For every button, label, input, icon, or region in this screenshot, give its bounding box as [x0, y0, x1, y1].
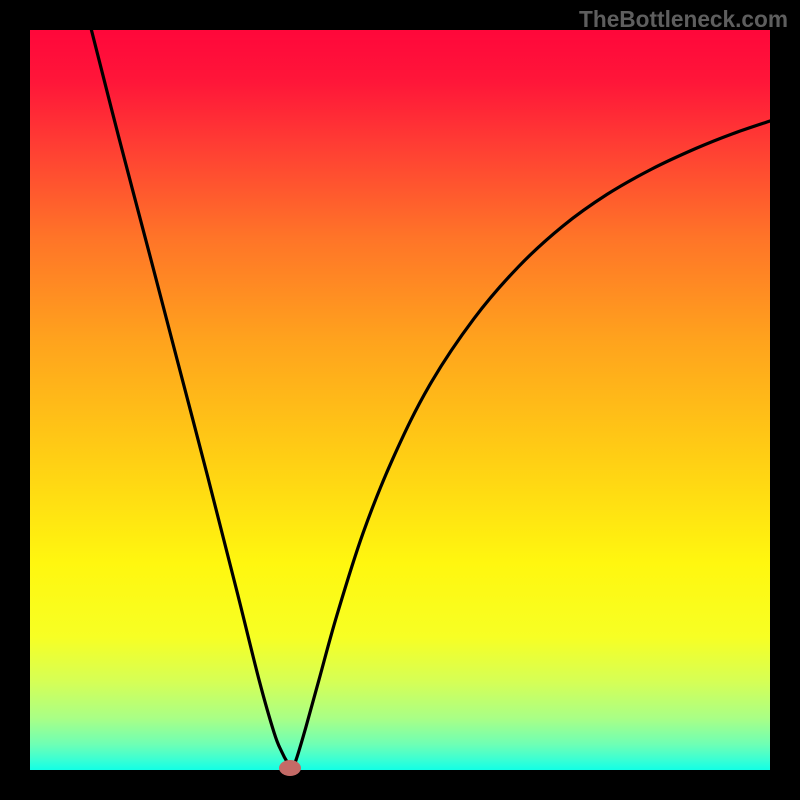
watermark-text: TheBottleneck.com [579, 6, 788, 33]
outer-frame: TheBottleneck.com [0, 0, 800, 800]
minimum-marker [279, 760, 301, 776]
curve-path [91, 30, 770, 768]
bottleneck-curve [30, 30, 770, 770]
